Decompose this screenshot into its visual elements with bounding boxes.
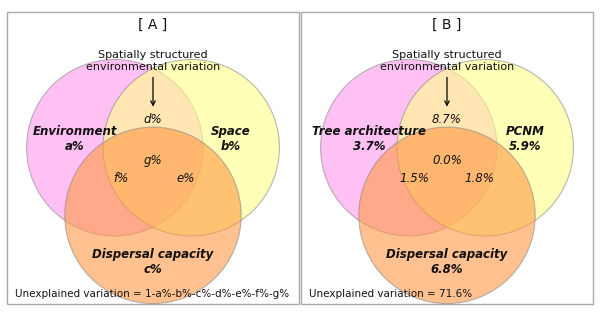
Circle shape (103, 59, 280, 236)
Text: Unexplained variation = 1-a%-b%-c%-d%-e%-f%-g%: Unexplained variation = 1-a%-b%-c%-d%-e%… (15, 289, 289, 299)
Text: 1.8%: 1.8% (464, 172, 494, 185)
Circle shape (359, 127, 535, 304)
Text: e%: e% (176, 172, 194, 185)
Text: Spatially structured
environmental variation: Spatially structured environmental varia… (86, 50, 220, 105)
Text: Tree architecture
3.7%: Tree architecture 3.7% (312, 125, 426, 153)
Text: [ B ]: [ B ] (433, 18, 461, 32)
Text: Environment
a%: Environment a% (33, 125, 118, 153)
Circle shape (397, 59, 574, 236)
Text: Space
b%: Space b% (211, 125, 251, 153)
Circle shape (320, 59, 497, 236)
Circle shape (26, 59, 203, 236)
Text: Unexplained variation = 71.6%: Unexplained variation = 71.6% (309, 289, 472, 299)
Text: Dispersal capacity
6.8%: Dispersal capacity 6.8% (386, 248, 508, 276)
Circle shape (65, 127, 241, 304)
Text: [ A ]: [ A ] (139, 18, 167, 32)
Text: 0.0%: 0.0% (432, 155, 462, 167)
Text: PCNM
5.9%: PCNM 5.9% (505, 125, 544, 153)
Text: g%: g% (143, 155, 163, 167)
Text: Dispersal capacity
c%: Dispersal capacity c% (92, 248, 214, 276)
Text: 8.7%: 8.7% (432, 113, 462, 126)
Text: Spatially structured
environmental variation: Spatially structured environmental varia… (380, 50, 514, 105)
Text: f%: f% (113, 172, 128, 185)
Text: d%: d% (143, 113, 163, 126)
Text: 1.5%: 1.5% (400, 172, 430, 185)
